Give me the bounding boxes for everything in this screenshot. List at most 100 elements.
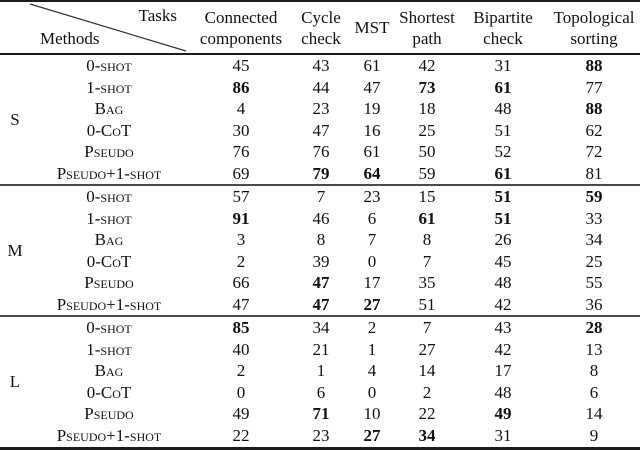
value-cell: 9 [589, 425, 599, 445]
value-cell: 7 [422, 318, 432, 337]
value-cell: 36 [585, 294, 603, 314]
value-cell: 45 [232, 56, 250, 75]
value-cell: 42 [418, 56, 436, 75]
value-cell: 30 [232, 120, 250, 140]
value-cell: 39 [312, 251, 330, 271]
value-cell: 46 [312, 208, 330, 228]
value-cell: 42 [494, 294, 512, 314]
value-cell: 27 [363, 425, 381, 445]
method-label: Bag [94, 230, 124, 249]
method-label: 0-shot [86, 187, 132, 206]
value-cell: 47 [312, 120, 330, 140]
method-label: 0-CoT [86, 382, 132, 402]
value-cell: 61 [494, 163, 512, 183]
value-cell: 34 [585, 230, 603, 249]
value-cell: 88 [585, 56, 603, 75]
value-cell: 31 [494, 56, 512, 75]
group-label-l: L [9, 371, 21, 391]
value-cell: 47 [232, 294, 250, 314]
value-cell: 51 [494, 120, 512, 140]
group-label-m: M [7, 240, 23, 260]
value-cell: 44 [312, 77, 330, 97]
value-cell: 27 [363, 294, 381, 314]
value-cell: 51 [418, 294, 436, 314]
value-cell: 8 [422, 230, 432, 249]
method-label: Pseudo+1-shot [56, 294, 162, 314]
value-cell: 7 [367, 230, 377, 249]
method-label: Pseudo [84, 273, 134, 292]
value-cell: 8 [589, 361, 599, 380]
method-label: 0-CoT [86, 251, 132, 271]
value-cell: 14 [418, 361, 436, 380]
size-group-l: L 0-shot 85 34 2 7 43 28 1-shot 40 21 1 27 42 13 Bag 2 1 4… [0, 315, 640, 446]
value-cell: 25 [585, 251, 603, 271]
value-cell: 8 [316, 230, 326, 249]
corner-label-methods: Methods [40, 29, 100, 48]
value-cell: 34 [312, 318, 330, 337]
value-cell: 69 [232, 163, 250, 183]
size-group-s: S 0-shot 45 43 61 42 31 88 1-shot 86 44 47 73 61 77 Bag… [0, 55, 640, 184]
value-cell: 51 [494, 208, 512, 228]
value-cell: 0 [236, 382, 246, 402]
value-cell: 23 [363, 187, 381, 206]
value-cell: 48 [494, 99, 512, 118]
value-cell: 62 [585, 120, 603, 140]
method-label: 1-shot [86, 208, 132, 228]
value-cell: 55 [585, 273, 603, 292]
column-header-connected-components: Connected components [199, 7, 283, 48]
value-cell: 2 [236, 361, 246, 380]
value-cell: 10 [363, 404, 381, 423]
value-cell: 48 [494, 273, 512, 292]
column-header-mst: MST [354, 18, 390, 37]
value-cell: 19 [363, 99, 381, 118]
value-cell: 1 [367, 339, 377, 359]
value-cell: 48 [494, 382, 512, 402]
value-cell: 0 [367, 251, 377, 271]
value-cell: 57 [232, 187, 250, 206]
method-label: 0-shot [86, 56, 132, 75]
method-label: 1-shot [86, 77, 132, 97]
size-group-m: M 0-shot 57 7 23 15 51 59 1-shot 91 46 6 61 51 33 Bag 3 8… [0, 184, 640, 315]
value-cell: 33 [585, 208, 603, 228]
table-body: S 0-shot 45 43 61 42 31 88 1-shot 86 44 47 73 61 77 Bag… [0, 55, 640, 446]
value-cell: 17 [494, 361, 512, 380]
value-cell: 61 [363, 56, 381, 75]
column-header-topological-sorting: Topological sorting [553, 7, 635, 48]
value-cell: 52 [494, 142, 512, 161]
value-cell: 23 [312, 425, 330, 445]
value-cell: 22 [232, 425, 250, 445]
value-cell: 47 [312, 273, 330, 292]
method-label: Pseudo+1-shot [56, 163, 162, 183]
value-cell: 81 [585, 163, 603, 183]
value-cell: 1 [316, 361, 326, 380]
value-cell: 28 [585, 318, 603, 337]
method-label: Bag [94, 99, 124, 118]
value-cell: 73 [418, 77, 436, 97]
value-cell: 42 [494, 339, 512, 359]
value-cell: 50 [418, 142, 436, 161]
value-cell: 6 [316, 382, 326, 402]
value-cell: 47 [312, 294, 330, 314]
value-cell: 27 [418, 339, 436, 359]
value-cell: 71 [312, 404, 330, 423]
value-cell: 49 [494, 404, 512, 423]
value-cell: 66 [232, 273, 250, 292]
value-cell: 43 [494, 318, 512, 337]
value-cell: 22 [418, 404, 436, 423]
value-cell: 6 [589, 382, 599, 402]
group-label-s: S [10, 109, 20, 129]
value-cell: 47 [363, 77, 381, 97]
value-cell: 76 [232, 142, 250, 161]
value-cell: 76 [312, 142, 330, 161]
method-label: 0-CoT [86, 120, 132, 140]
value-cell: 15 [418, 187, 436, 206]
value-cell: 31 [494, 425, 512, 445]
value-cell: 21 [312, 339, 330, 359]
method-label: 0-shot [86, 318, 132, 337]
method-label: Pseudo [84, 404, 134, 423]
value-cell: 79 [312, 163, 330, 183]
value-cell: 40 [232, 339, 250, 359]
value-cell: 14 [585, 404, 603, 423]
value-cell: 91 [232, 208, 250, 228]
table-header-row: Tasks Methods Connected components Cycle … [0, 2, 640, 55]
